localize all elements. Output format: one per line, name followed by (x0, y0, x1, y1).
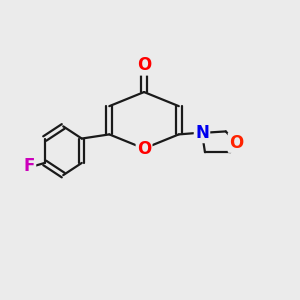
Text: O: O (137, 56, 151, 74)
Text: O: O (229, 134, 243, 152)
Text: F: F (24, 157, 35, 175)
Text: O: O (137, 140, 151, 158)
Text: N: N (195, 124, 209, 142)
